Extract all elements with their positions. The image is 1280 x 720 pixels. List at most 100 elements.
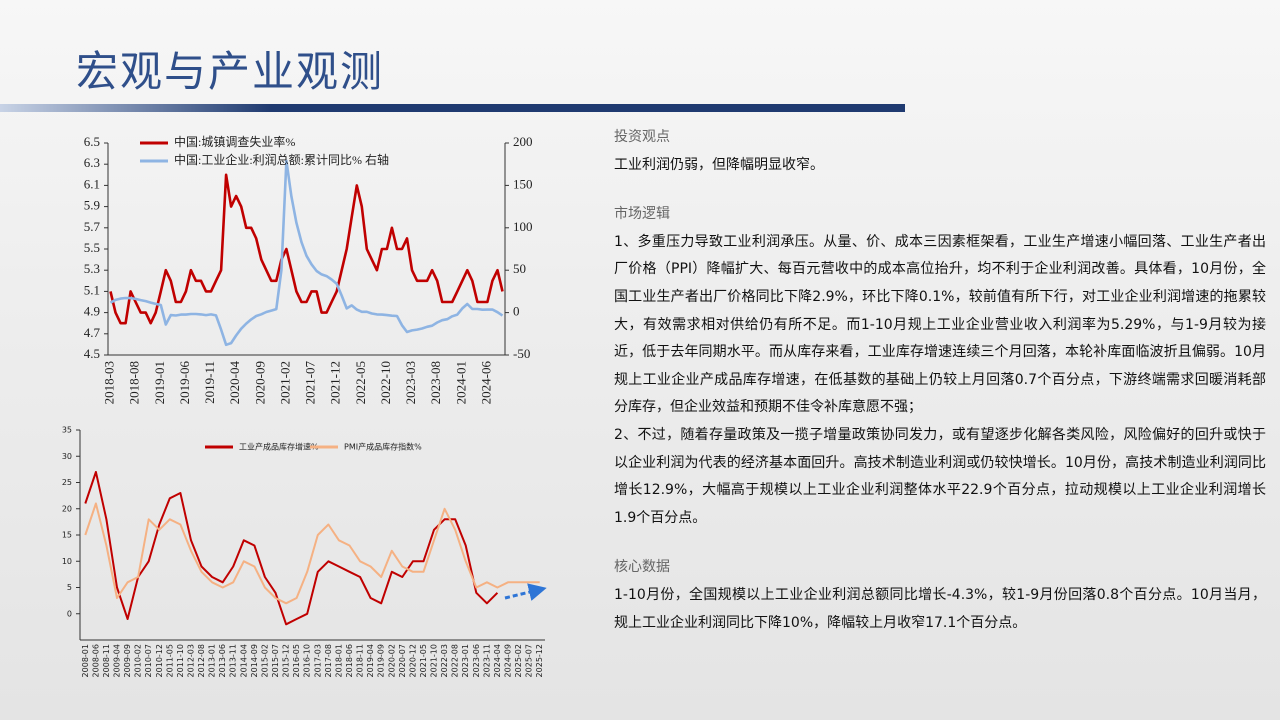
charts: 4.54.74.95.15.35.55.75.96.16.36.5-500501… (62, 134, 547, 677)
paragraph: 2、不过，随着存量政策及一揽子增量政策协同发力，或有望逐步化解各类风险，风险偏好… (614, 426, 1266, 526)
y-tick-label: 6.3 (84, 155, 100, 170)
y-tick-label: 5.5 (84, 240, 100, 255)
y-tick-label: 4.5 (84, 346, 100, 361)
x-tick-label: 2017-08 (324, 644, 333, 677)
x-tick-label: 2020-02 (387, 644, 396, 677)
x-tick-label: 2024-04 (493, 644, 502, 677)
paragraph: 1-10月份，全国规模以上工业企业利润总额同比增长-4.3%，较1-9月份回落0… (614, 586, 1266, 631)
series-line (109, 173, 504, 325)
y2-tick-label: -50 (513, 346, 530, 361)
y-tick-label: 5.9 (84, 198, 100, 213)
y-tick-label: 4.7 (84, 325, 101, 340)
x-tick-label: 2018-06 (345, 644, 354, 677)
title-bar (0, 104, 905, 112)
x-tick-label: 2021-05 (419, 644, 428, 677)
y-tick-label: 6.5 (84, 134, 100, 149)
x-tick-label: 2020-12 (408, 644, 417, 677)
y-tick-label: 5.7 (84, 219, 101, 234)
x-tick-label: 2011-10 (176, 644, 185, 677)
y-tick-label: 4.9 (84, 304, 100, 319)
x-tick-label: 2025-12 (535, 644, 544, 677)
paragraph: 1、多重压力导致工业利润承压。从量、价、成本三因素框架看，工业生产增速小幅回落、… (614, 233, 1266, 416)
x-tick-label: 2023-03 (403, 361, 418, 404)
x-tick-label: 2022-03 (440, 644, 449, 677)
y2-tick-label: 50 (513, 261, 526, 276)
x-tick-label: 2009-09 (123, 644, 132, 677)
x-tick-label: 2012-03 (186, 644, 195, 677)
y2-tick-label: 0 (513, 304, 520, 319)
y-tick-label: 5.1 (84, 282, 100, 297)
x-tick-label: 2017-03 (313, 644, 322, 677)
x-tick-label: 2008-11 (102, 644, 111, 677)
x-tick-label: 2010-02 (134, 644, 143, 677)
x-tick-label: 2023-06 (472, 644, 481, 677)
x-tick-label: 2019-04 (366, 644, 375, 677)
x-tick-label: 2024-01 (453, 361, 468, 404)
x-tick-label: 2011-05 (165, 644, 174, 677)
y-tick-label: 10 (62, 557, 72, 566)
y-tick-label: 35 (62, 426, 72, 435)
slide-title: 宏观与产业观测 (76, 47, 385, 96)
chart: 4.5 4.7 4.9 5.1 5.3 5.5 5.7 5.9 6.1 6.3 6.5 -50 0 50 1… (84, 134, 533, 405)
x-tick-label: 2008-06 (91, 644, 100, 677)
x-tick-label: 2015-12 (282, 644, 291, 677)
x-tick-label: 2022-10 (378, 361, 393, 404)
x-tick-label: 2025-07 (525, 644, 534, 677)
x-tick-label: 2019-06 (177, 361, 192, 405)
section-heading: 核心数据 (614, 559, 670, 576)
x-tick-label: 2023-11 (482, 644, 491, 677)
legend-label: 工业产成品库存增速% (239, 442, 319, 452)
x-tick-label: 2016-05 (292, 644, 301, 677)
x-tick-label: 2010-12 (155, 644, 164, 677)
series-line (84, 471, 499, 626)
x-tick-label: 2021-10 (430, 644, 439, 677)
x-tick-label: 2008-01 (81, 644, 90, 677)
legend-label: 中国:城镇调查失业率% (174, 134, 295, 149)
trend-arrow (504, 583, 547, 601)
x-tick-label: 2019-11 (202, 361, 217, 404)
text-column: 投资观点工业利润仍弱，但降幅明显收窄。 市场逻辑 1、多重压力导致工业利润承压。从量… (614, 124, 1266, 637)
x-tick-label: 2020-09 (252, 361, 267, 404)
x-tick-label: 2023-01 (461, 644, 470, 677)
x-tick-label: 2019-09 (377, 644, 386, 677)
series-line (109, 159, 504, 347)
x-tick-label: 2014-04 (239, 644, 248, 677)
x-tick-label: 2018-11 (356, 644, 365, 677)
section-heading: 投资观点 (614, 129, 670, 145)
x-tick-label: 2018-03 (101, 361, 116, 404)
x-tick-label: 2010-07 (144, 644, 153, 677)
x-tick-label: 2019-01 (152, 361, 167, 404)
y-tick-label: 5 (67, 583, 72, 592)
x-tick-label: 2024-06 (478, 361, 493, 405)
x-tick-label: 2018-01 (334, 644, 343, 677)
legend-label: 中国:工业企业:利润总额:累计同比% 右轴 (174, 152, 389, 167)
x-tick-label: 2020-04 (227, 361, 242, 405)
series-line (84, 502, 540, 605)
section-heading: 市场逻辑 (614, 206, 670, 223)
x-tick-label: 2013-11 (229, 644, 238, 677)
paragraph: 工业利润仍弱，但降幅明显收窄。 (614, 156, 824, 173)
x-tick-label: 2022-05 (353, 361, 368, 404)
y-tick-label: 30 (62, 452, 72, 461)
x-tick-label: 2015-07 (271, 644, 280, 677)
x-tick-label: 2014-09 (250, 644, 259, 677)
x-tick-label: 2020-07 (398, 644, 407, 677)
y-tick-label: 6.1 (84, 176, 100, 191)
legend-label: PMI产成品库存指数% (344, 442, 422, 452)
y-tick-label: 15 (62, 531, 72, 540)
x-tick-label: 2025-02 (514, 644, 523, 677)
y-tick-label: 20 (62, 504, 72, 513)
y2-tick-label: 150 (513, 176, 533, 191)
y-tick-label: 5.3 (84, 261, 100, 276)
x-tick-label: 2015-02 (260, 644, 269, 677)
x-tick-label: 2018-08 (127, 361, 142, 404)
x-tick-label: 2016-10 (303, 644, 312, 677)
x-tick-label: 2021-02 (277, 361, 292, 404)
x-tick-label: 2013-01 (208, 644, 217, 677)
x-tick-label: 2009-04 (112, 644, 121, 677)
y-tick-label: 0 (67, 609, 72, 618)
x-tick-label: 2022-08 (451, 644, 460, 677)
x-tick-label: 2012-08 (197, 644, 206, 677)
